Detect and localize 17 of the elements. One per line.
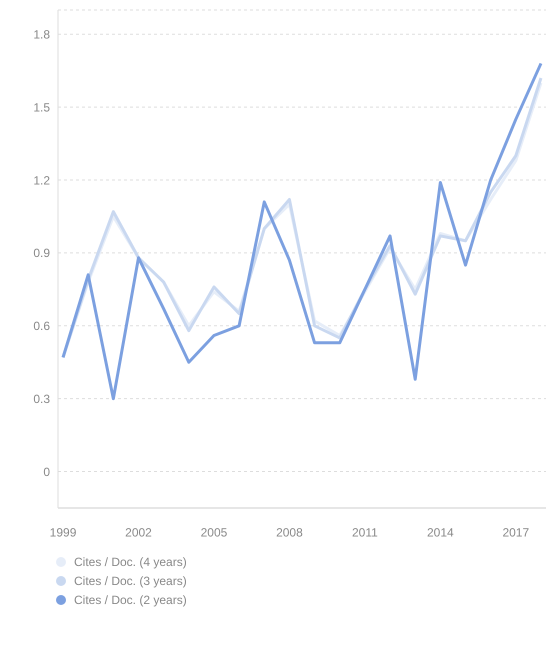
x-tick-label: 1999 xyxy=(50,526,77,540)
y-tick-label: 0.9 xyxy=(33,246,50,260)
y-tick-label: 1.2 xyxy=(33,173,50,188)
x-tick-label: 2017 xyxy=(502,526,530,540)
x-tick-label: 2005 xyxy=(200,526,228,540)
x-tick-label: 2002 xyxy=(125,526,152,540)
x-tick-label: 2008 xyxy=(276,526,304,540)
x-tick-label: 2014 xyxy=(427,526,454,540)
y-tick-label: 0.6 xyxy=(33,319,50,334)
legend-label: Cites / Doc. (3 years) xyxy=(74,574,187,588)
legend-label: Cites / Doc. (2 years) xyxy=(74,592,187,606)
legend-label: Cites / Doc. (4 years) xyxy=(74,554,187,568)
y-tick-label: 0 xyxy=(43,464,50,479)
y-tick-label: 1.5 xyxy=(33,100,50,114)
x-tick-label: 2011 xyxy=(352,526,378,540)
y-tick-label: 1.8 xyxy=(33,28,50,42)
y-tick-label: 0.3 xyxy=(33,392,50,406)
